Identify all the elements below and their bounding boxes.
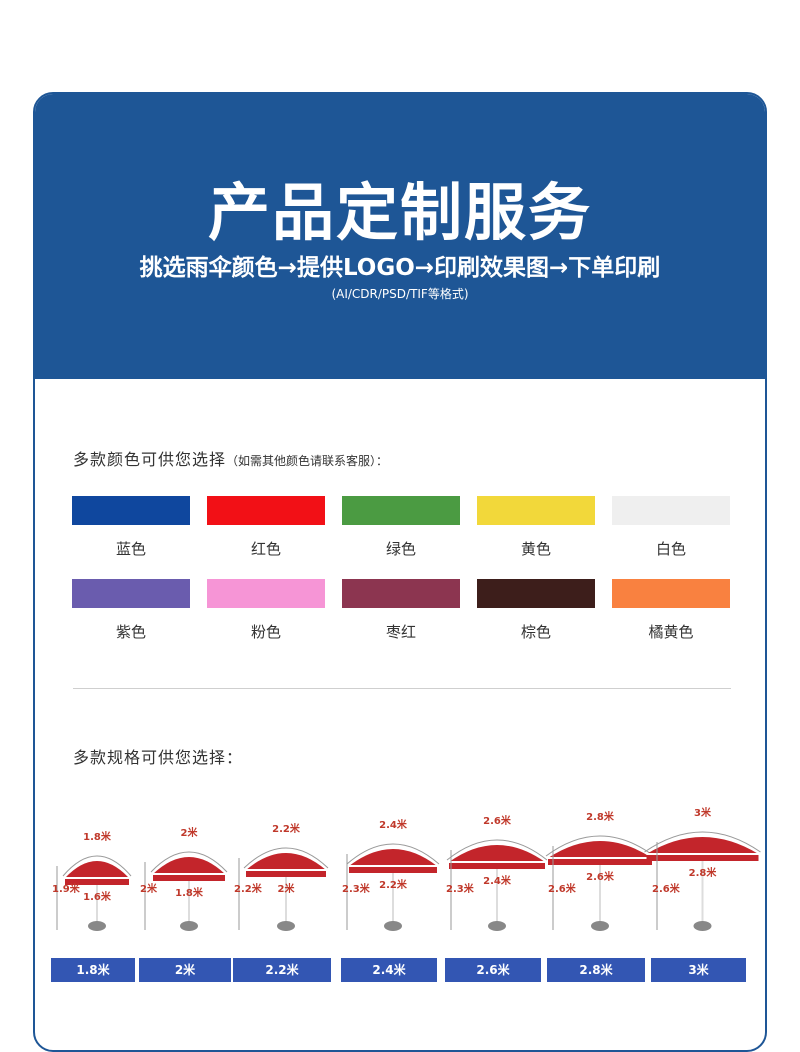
color-swatch[interactable] [207, 579, 325, 608]
color-label: 红色 [250, 540, 281, 558]
umbrella-canopy [548, 841, 652, 858]
canopy-label: 1.6米 [83, 890, 112, 903]
umbrella-canopy [65, 861, 129, 878]
span-label: 2米 [181, 826, 199, 839]
file-formats: (AI/CDR/PSD/TIF等格式) [331, 287, 469, 301]
umbrella-canopy [153, 857, 225, 874]
span-label: 2.4米 [379, 818, 408, 831]
umbrella-base [277, 921, 295, 931]
size-tag[interactable]: 3米 [651, 958, 746, 982]
umbrella-canopy [246, 853, 326, 870]
span-label: 2.2米 [272, 822, 301, 835]
page-title: 产品定制服务 [207, 176, 592, 249]
umbrella-canopy [646, 837, 759, 854]
umbrella-base [488, 921, 506, 931]
umbrella-base [180, 921, 198, 931]
color-swatch[interactable] [72, 496, 190, 525]
umbrella-canopy [449, 845, 545, 862]
colors-section-note: （如需其他颜色请联系客服）： [226, 454, 389, 468]
height-label: 2.2米 [234, 882, 263, 895]
service-card: 产品定制服务 挑选雨伞颜色→提供LOGO→印刷效果图→下单印刷 (AI/CDR/… [33, 92, 767, 1052]
color-swatch[interactable] [342, 496, 460, 525]
color-swatch[interactable] [207, 496, 325, 525]
color-label: 枣红 [385, 623, 416, 641]
color-label: 绿色 [385, 540, 416, 558]
umbrella-base [591, 921, 609, 931]
height-label: 2.6米 [652, 882, 681, 895]
hero-banner: 产品定制服务 挑选雨伞颜色→提供LOGO→印刷效果图→下单印刷 (AI/CDR/… [35, 94, 765, 379]
span-label: 3米 [694, 806, 712, 819]
umbrella-base [693, 921, 712, 931]
umbrella-canopy [349, 849, 437, 866]
umbrella-illustration: 3米 2.8米 2.6米 [644, 806, 761, 931]
umbrella-illustration: 1.8米 1.6米1.9米 [52, 830, 132, 931]
color-label: 橘黄色 [648, 623, 694, 641]
span-label: 2.6米 [483, 814, 512, 827]
color-label: 黄色 [520, 540, 551, 558]
canopy-label: 2.4米 [483, 874, 512, 887]
color-swatch[interactable] [342, 579, 460, 608]
umbrella-illustration: 2.6米 2.4米 2.3米 [446, 814, 548, 931]
color-label: 紫色 [115, 623, 146, 641]
color-swatch[interactable] [477, 496, 595, 525]
color-swatch[interactable] [612, 496, 730, 525]
umbrella-illustration: 2米 1.8米 2米 [140, 826, 228, 931]
umbrella-illustration: 2.2米 2米 2.2米 [234, 822, 329, 931]
umbrella-base [88, 921, 106, 931]
size-tag[interactable]: 2.6米 [445, 958, 541, 982]
size-tag[interactable]: 2.2米 [233, 958, 331, 982]
color-swatch[interactable] [72, 579, 190, 608]
span-label: 1.8米 [83, 830, 112, 843]
sizes-section-title: 多款规格可供您选择： [73, 748, 244, 767]
umbrella-base [384, 921, 402, 931]
color-swatch[interactable] [477, 579, 595, 608]
height-label: 2.3米 [342, 882, 371, 895]
size-tag[interactable]: 1.8米 [51, 958, 135, 982]
canopy-label: 1.8米 [175, 886, 204, 899]
divider [73, 688, 731, 689]
umbrella-illustration: 2.8米 2.6米 2.6米 [545, 810, 655, 931]
process-steps: 挑选雨伞颜色→提供LOGO→印刷效果图→下单印刷 [139, 255, 661, 281]
height-label: 2.6米 [548, 882, 577, 895]
color-swatch[interactable] [612, 579, 730, 608]
canopy-label: 2.8米 [689, 866, 718, 879]
height-label: 1.9米 [52, 882, 81, 895]
canopy-label: 2.6米 [586, 870, 615, 883]
umbrella-illustration: 2.4米 2.2米 2.3米 [342, 818, 440, 931]
color-label: 粉色 [250, 623, 281, 641]
color-label: 白色 [655, 540, 686, 558]
color-label: 蓝色 [115, 540, 146, 558]
height-label: 2米 [140, 882, 158, 895]
size-tag[interactable]: 2.8米 [547, 958, 645, 982]
canopy-label: 2米 [278, 882, 296, 895]
color-label: 棕色 [520, 623, 551, 641]
height-label: 2.3米 [446, 882, 475, 895]
canopy-label: 2.2米 [379, 878, 408, 891]
colors-section-title: 多款颜色可供您选择（如需其他颜色请联系客服）： [73, 450, 389, 469]
span-label: 2.8米 [586, 810, 615, 823]
size-tag[interactable]: 2米 [139, 958, 231, 982]
size-tag[interactable]: 2.4米 [341, 958, 437, 982]
